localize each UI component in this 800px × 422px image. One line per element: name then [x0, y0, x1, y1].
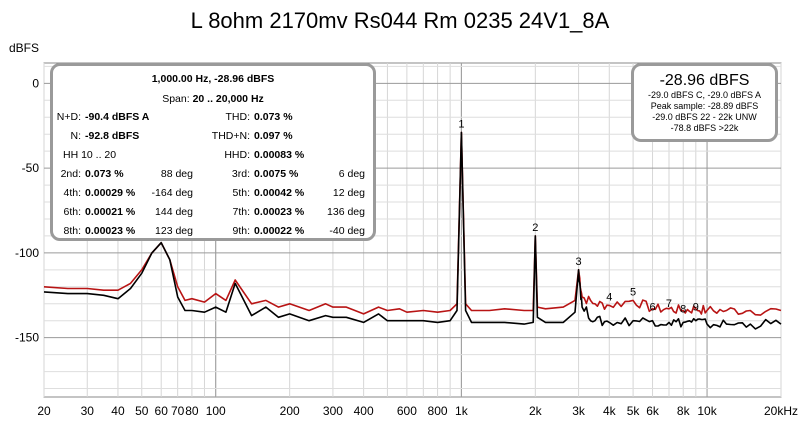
harmonic-marker-label: 4 [606, 291, 612, 303]
x-tick-label: 20kHz [764, 404, 798, 418]
x-tick-label: 6k [646, 404, 660, 418]
y-tick-label: -150 [15, 331, 39, 345]
hhd-value: 0.00083 % [254, 149, 305, 161]
thdn-value: 0.097 % [254, 130, 293, 142]
harmonic-marker-label: 9 [693, 302, 699, 314]
thd-value: 0.073 % [254, 111, 293, 123]
harmonic-phase: 136 deg [327, 206, 365, 218]
harmonic-marker-label: 2 [532, 222, 538, 234]
harmonic-marker-label: 1 [458, 118, 464, 130]
thd-label: THD: [225, 111, 251, 123]
harmonic-phase: 88 deg [160, 168, 193, 180]
x-tick-label: 10k [697, 404, 717, 418]
harmonic-label: 9th: [232, 225, 250, 237]
x-tick-label: 5k [627, 404, 641, 418]
x-tick-label: 8k [677, 404, 691, 418]
harmonic-value: 0.00042 % [254, 187, 305, 199]
harmonic-marker-label: 3 [576, 256, 582, 268]
hh-label: HH 10 .. 20 [63, 149, 117, 161]
x-tick-label: 80 [185, 404, 199, 418]
x-tick-label: 30 [81, 404, 95, 418]
level-weighted: -29.0 dBFS C, -29.0 dBFS A [647, 90, 762, 100]
fundamental-readout: 1,000.00 Hz, -28.96 dBFS [151, 73, 275, 85]
harmonic-label: 7th: [232, 206, 250, 218]
x-tick-label: 100 [206, 404, 226, 418]
harmonic-label: 8th: [63, 225, 81, 237]
harmonic-marker-label: 7 [666, 298, 672, 310]
y-tick-label: 0 [32, 76, 39, 90]
harmonic-label: 6th: [63, 206, 81, 218]
level-above-22k: -78.8 dBFS >22k [670, 123, 739, 133]
nd-value: -90.4 dBFS A [85, 111, 150, 123]
harmonic-label: 3rd: [231, 168, 250, 180]
y-tick-label: -100 [15, 246, 39, 260]
harmonic-phase: 6 deg [338, 168, 365, 180]
distortion-panel: 1,000.00 Hz, -28.96 dBFS Span: 20 .. 20,… [50, 63, 376, 241]
harmonic-phase: 123 deg [155, 225, 193, 237]
x-tick-label: 4k [603, 404, 617, 418]
harmonic-label: 4th: [63, 187, 81, 199]
series-line [43, 131, 782, 316]
level-panel: -28.96 dBFS -29.0 dBFS C, -29.0 dBFS A P… [631, 63, 778, 142]
harmonic-value: 0.00022 % [254, 225, 305, 237]
harmonic-value: 0.00023 % [85, 225, 136, 237]
x-tick-label: 200 [280, 404, 300, 418]
x-tick-label: 1k [455, 404, 469, 418]
chart-title: L 8ohm 2170mv Rs044 Rm 0235 24V1_8A [190, 8, 610, 33]
x-tick-label: 800 [428, 404, 448, 418]
harmonic-phase: -164 deg [151, 187, 193, 199]
harmonic-value: 0.0075 % [254, 168, 299, 180]
x-tick-label: 50 [135, 404, 149, 418]
level-readout: -28.96 dBFS [659, 72, 750, 89]
harmonic-marker-label: 5 [630, 286, 636, 298]
span-label: Span: [162, 93, 193, 105]
harmonic-phase: 12 deg [332, 187, 365, 199]
harmonic-value: 0.073 % [85, 168, 124, 180]
level-unweighted: -29.0 dBFS 22 - 22k UNW [652, 112, 757, 122]
harmonic-phase: 144 deg [155, 206, 193, 218]
harmonic-value: 0.00029 % [85, 187, 136, 199]
x-tick-label: 300 [323, 404, 343, 418]
harmonic-phase: -40 deg [329, 225, 365, 237]
thdn-label: THD+N: [211, 130, 250, 142]
x-tick-label: 2k [529, 404, 543, 418]
harmonic-marker-label: 8 [680, 303, 686, 315]
harmonic-value: 0.00021 % [85, 206, 136, 218]
harmonic-label: 5th: [232, 187, 250, 199]
hhd-label: HHD: [224, 149, 250, 161]
harmonic-value: 0.00023 % [254, 206, 305, 218]
x-tick-label: 40 [111, 404, 125, 418]
harmonic-label: 2nd: [60, 168, 81, 180]
n-value: -92.8 dBFS [85, 130, 140, 142]
x-tick-label: 400 [354, 404, 374, 418]
y-tick-label: -50 [22, 161, 40, 175]
x-tick-label: 60 [155, 404, 169, 418]
x-tick-label: 3k [572, 404, 586, 418]
series-line [43, 131, 782, 330]
n-label: N: [70, 130, 82, 142]
x-tick-label: 600 [397, 404, 417, 418]
span-value: 20 .. 20,000 Hz [192, 93, 264, 105]
nd-label: N+D: [56, 111, 81, 123]
harmonic-marker-label: 6 [649, 302, 655, 314]
level-peak-sample: Peak sample: -28.89 dBFS [650, 101, 759, 111]
x-tick-label: 70 [171, 404, 185, 418]
x-tick-label: 20 [37, 404, 51, 418]
y-axis-label: dBFS [9, 41, 39, 55]
